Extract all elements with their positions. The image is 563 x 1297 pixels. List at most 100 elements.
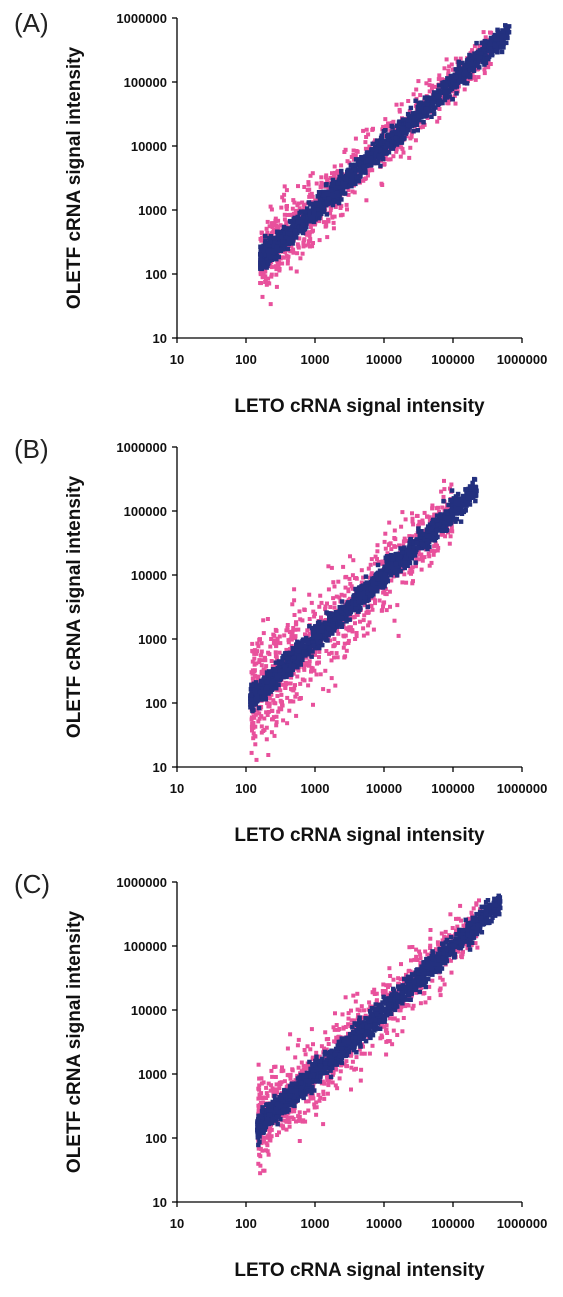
point-outside-range (366, 132, 370, 136)
point-outside-range (437, 73, 441, 77)
point-outside-range (356, 150, 360, 154)
point-within-range (284, 226, 289, 231)
point-outside-range (351, 190, 355, 194)
point-within-range (343, 608, 348, 613)
point-outside-range (286, 258, 290, 262)
point-outside-range (370, 557, 374, 561)
point-within-range (406, 123, 411, 128)
point-within-range (324, 182, 329, 187)
x-axis-title-a: LETO cRNA signal intensity (234, 396, 485, 417)
point-outside-range (395, 603, 399, 607)
point-within-range (408, 114, 413, 119)
point-outside-range (286, 623, 290, 627)
point-outside-range (315, 673, 319, 677)
point-within-range (273, 249, 278, 254)
point-outside-range (291, 198, 295, 202)
point-within-range (345, 612, 350, 617)
point-within-range (357, 161, 362, 166)
point-outside-range (300, 201, 304, 205)
point-within-range (286, 247, 291, 252)
point-within-range (488, 42, 493, 47)
point-outside-range (335, 595, 339, 599)
point-outside-range (276, 261, 280, 265)
point-outside-range (333, 684, 337, 688)
point-outside-range (344, 148, 348, 152)
point-outside-range (410, 511, 414, 515)
point-within-range (430, 521, 435, 526)
point-within-range (349, 163, 354, 168)
point-within-range (450, 97, 455, 102)
point-outside-range (383, 532, 387, 536)
x-tick-label: 100000 (431, 352, 474, 367)
point-within-range (284, 675, 289, 680)
point-outside-range (250, 729, 254, 733)
point-outside-range (364, 198, 368, 202)
point-within-range (448, 498, 453, 503)
point-within-range (348, 606, 353, 611)
point-outside-range (325, 235, 329, 239)
point-outside-range (283, 184, 287, 188)
point-outside-range (274, 628, 278, 632)
point-within-range (484, 61, 489, 66)
point-outside-range (482, 67, 486, 71)
point-within-range (385, 554, 390, 559)
point-outside-range (454, 102, 458, 106)
point-within-range (337, 201, 342, 206)
point-outside-range (259, 653, 263, 657)
point-outside-range (401, 147, 405, 151)
point-within-range (286, 239, 291, 244)
point-within-range (350, 177, 355, 182)
point-within-range (258, 257, 263, 262)
point-outside-range (308, 659, 312, 663)
point-outside-range (411, 579, 415, 583)
point-outside-range (293, 683, 297, 687)
point-outside-range (324, 224, 328, 228)
point-outside-range (400, 580, 404, 584)
point-outside-range (343, 654, 347, 658)
point-outside-range (402, 151, 406, 155)
point-outside-range (442, 495, 446, 499)
point-within-range (426, 529, 431, 534)
point-within-range (326, 611, 331, 616)
point-outside-range (258, 637, 262, 641)
point-outside-range (336, 655, 340, 659)
point-outside-range (477, 75, 481, 79)
point-outside-range (380, 609, 384, 613)
point-outside-range (327, 689, 331, 693)
point-within-range (444, 529, 449, 534)
point-outside-range (307, 242, 311, 246)
point-outside-range (417, 520, 421, 524)
point-within-range (444, 510, 449, 515)
point-outside-range (368, 620, 372, 624)
point-outside-range (408, 146, 412, 150)
point-within-range (413, 553, 418, 558)
point-outside-range (365, 128, 369, 132)
point-within-range (340, 189, 345, 194)
point-within-range (346, 172, 351, 177)
point-outside-range (259, 281, 263, 285)
point-outside-range (285, 696, 289, 700)
point-within-range (416, 128, 421, 133)
point-within-range (413, 560, 418, 565)
point-outside-range (262, 631, 266, 635)
point-within-range (358, 599, 363, 604)
point-outside-range (306, 180, 310, 184)
point-within-range (468, 68, 473, 73)
point-outside-range (293, 613, 297, 617)
point-outside-range (266, 753, 270, 757)
point-outside-range (318, 238, 322, 242)
point-within-range (377, 154, 382, 159)
point-outside-range (387, 543, 391, 547)
point-outside-range (333, 601, 337, 605)
point-within-range (340, 616, 345, 621)
point-within-range (265, 685, 270, 690)
point-within-range (308, 202, 313, 207)
point-within-range (443, 90, 448, 95)
point-within-range (407, 541, 412, 546)
point-outside-range (257, 712, 261, 716)
point-within-range (421, 120, 426, 125)
point-within-range (380, 134, 385, 139)
point-outside-range (362, 613, 366, 617)
point-within-range (401, 127, 406, 132)
